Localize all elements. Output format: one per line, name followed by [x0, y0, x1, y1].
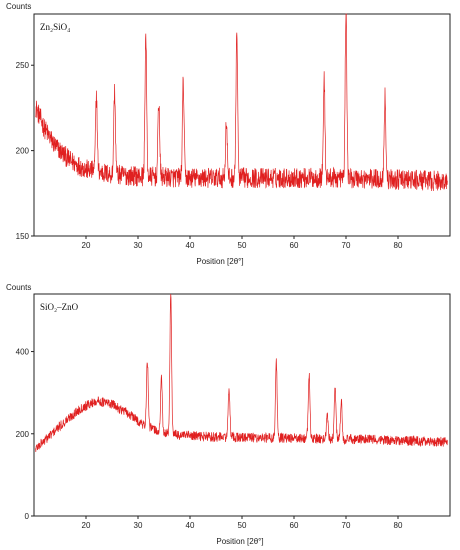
y-tick-label: 400: [16, 348, 30, 357]
x-tick-label: 70: [342, 521, 351, 530]
y-ticks: 0 200 400: [16, 348, 34, 521]
y-tick-label: 200: [16, 147, 30, 156]
x-tick-label: 30: [134, 241, 143, 250]
x-tick-label: 40: [186, 521, 195, 530]
diffraction-trace: [35, 293, 448, 452]
x-tick-label: 20: [82, 241, 91, 250]
panel-zn2sio4: Counts Zn₂SiO₄ 20 30 40 50 60 70 80 150200250 …: [6, 2, 451, 266]
x-axis-label: Position [2θ°]: [216, 537, 263, 546]
x-tick-label: 60: [290, 241, 299, 250]
plot-frame: [33, 293, 451, 517]
x-tick-label: 80: [394, 521, 403, 530]
panel-label: Zn₂SiO₄: [40, 22, 70, 32]
y-axis-label: Counts: [6, 2, 31, 11]
panel-sio2-zno: Counts SiO₂–ZnO 20 30 40 50 60 70 80 0 200 400 P…: [6, 283, 451, 546]
x-tick-label: 30: [134, 521, 143, 530]
y-ticks: 150 200 250: [16, 61, 34, 241]
x-tick-label: 80: [394, 241, 403, 250]
x-axis-label: Position [2θ°]: [196, 257, 243, 266]
x-tick-label: 20: [82, 521, 91, 530]
y-tick-label: 0: [25, 512, 30, 521]
y-axis-label: Counts: [6, 283, 31, 292]
x-tick-label: 70: [342, 241, 351, 250]
x-ticks: 20 30 40 50 60 70 80: [82, 516, 403, 530]
x-ticks: 20 30 40 50 60 70 80: [82, 236, 403, 250]
x-tick-label: 40: [186, 241, 195, 250]
x-tick-label: 60: [290, 521, 299, 530]
y-tick-label: 200: [16, 430, 30, 439]
panel-label: SiO₂–ZnO: [40, 302, 79, 312]
plot-frame: [33, 13, 451, 237]
x-tick-label: 50: [238, 521, 247, 530]
x-tick-label: 50: [238, 241, 247, 250]
y-tick-label: 250: [16, 61, 30, 70]
diffraction-trace: [35, 13, 448, 192]
y-tick-label: 150: [16, 232, 30, 241]
